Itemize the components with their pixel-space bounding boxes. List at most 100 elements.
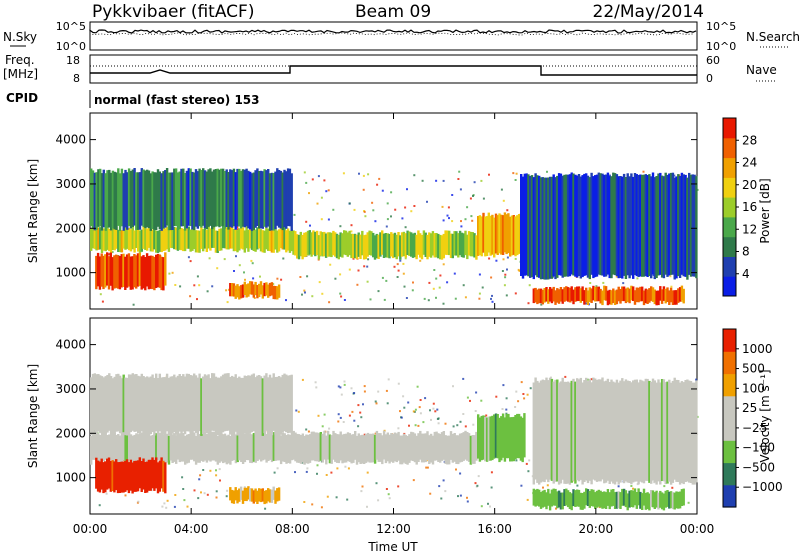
- echo-column: [660, 175, 664, 278]
- echo-column: [158, 254, 162, 288]
- echo-column: [411, 233, 415, 258]
- echo-column: [608, 176, 611, 279]
- scatter-pixel: [233, 270, 235, 272]
- scatter-pixel: [474, 482, 477, 485]
- scatter-pixel: [502, 384, 505, 387]
- scatter-pixel: [316, 472, 318, 475]
- echo-column: [183, 173, 187, 231]
- scatter-pixel: [335, 496, 338, 499]
- echo-column: [691, 174, 695, 277]
- echo-column: [590, 489, 593, 507]
- echo-column: [316, 432, 319, 462]
- echo-column: [109, 376, 113, 434]
- echo-column: [285, 435, 288, 464]
- echo-column: [617, 382, 620, 485]
- echo-column: [604, 492, 608, 509]
- echo-column: [124, 434, 127, 463]
- scatter-pixel: [272, 283, 275, 285]
- echo-column: [574, 174, 577, 277]
- echo-column: [538, 382, 541, 485]
- echo-column: [538, 489, 541, 507]
- echo-column: [326, 430, 330, 460]
- echo-column: [565, 286, 568, 301]
- scatter-pixel: [315, 386, 318, 389]
- echo-column: [637, 382, 640, 485]
- scatter-pixel: [252, 277, 255, 280]
- echo-column: [274, 286, 277, 300]
- echo-column: [595, 379, 599, 482]
- echo-column: [95, 431, 98, 461]
- x-axis-ticks: 00:00 04:00 08:00 12:00 16:00 20:00 00:00: [73, 522, 715, 536]
- echo-column: [579, 288, 583, 303]
- echo-column: [662, 286, 666, 301]
- echo-column: [98, 461, 102, 493]
- scatter-pixel: [377, 390, 380, 393]
- echo-column: [368, 230, 371, 255]
- echo-column: [417, 433, 420, 462]
- colorbar-swatch: [723, 177, 736, 198]
- echo-column: [561, 289, 564, 304]
- echo-column: [391, 233, 395, 259]
- scatter-pixel: [417, 424, 420, 427]
- x-tick-label: 20:00: [579, 522, 614, 536]
- echo-column: [655, 176, 658, 278]
- echo-column: [442, 233, 446, 259]
- echo-column: [570, 172, 573, 275]
- echo-column: [448, 230, 451, 256]
- scatter-pixel: [399, 259, 402, 262]
- echo-column: [297, 234, 301, 260]
- echo-column: [229, 169, 232, 227]
- echo-column: [637, 488, 640, 506]
- echo-column: [292, 430, 295, 460]
- echo-column: [635, 379, 639, 482]
- echo-column: [402, 231, 406, 257]
- echo-column: [247, 431, 250, 461]
- echo-column: [259, 376, 263, 434]
- scatter-pixel: [226, 301, 229, 304]
- scatter-pixel: [387, 378, 390, 381]
- echo-column: [392, 434, 395, 463]
- echo-column: [129, 459, 133, 491]
- echo-column: [135, 255, 138, 289]
- echo-column: [677, 288, 680, 303]
- echo-column: [554, 177, 557, 280]
- echo-column: [286, 228, 290, 251]
- echo-column: [113, 228, 116, 251]
- echo-column: [193, 226, 196, 250]
- echo-column: [133, 230, 136, 253]
- echo-column: [164, 228, 167, 251]
- scatter-pixel: [470, 215, 473, 218]
- echo-column: [612, 172, 615, 275]
- echo-column: [225, 373, 228, 431]
- echo-column: [547, 177, 550, 280]
- echo-column: [630, 285, 633, 301]
- echo-column: [111, 378, 115, 436]
- echo-column: [174, 377, 178, 435]
- echo-column: [668, 491, 671, 509]
- echo-column: [583, 290, 586, 305]
- echo-column: [227, 172, 230, 230]
- echo-column: [372, 232, 375, 258]
- scatter-pixel: [505, 408, 508, 411]
- echo-column: [622, 173, 626, 276]
- scatter-pixel: [501, 408, 504, 410]
- echo-column: [221, 374, 225, 433]
- echo-column: [539, 177, 543, 280]
- echo-column: [390, 232, 393, 257]
- echo-column: [261, 488, 265, 502]
- scatter-pixel: [485, 414, 488, 417]
- echo-column: [576, 175, 579, 278]
- scatter-pixel: [448, 217, 450, 220]
- colorbar-tick-label: 500: [742, 362, 765, 376]
- scatter-pixel: [253, 297, 256, 299]
- echo-column: [122, 374, 125, 433]
- echo-column: [243, 169, 247, 228]
- colorbar-tick-label: −1000: [742, 480, 783, 494]
- echo-column: [662, 493, 666, 511]
- scatter-pixel: [339, 416, 342, 419]
- scatter-pixel: [223, 258, 226, 261]
- echo-column: [223, 171, 227, 229]
- echo-column: [258, 375, 261, 433]
- echo-column: [361, 434, 364, 464]
- echo-column: [586, 290, 590, 305]
